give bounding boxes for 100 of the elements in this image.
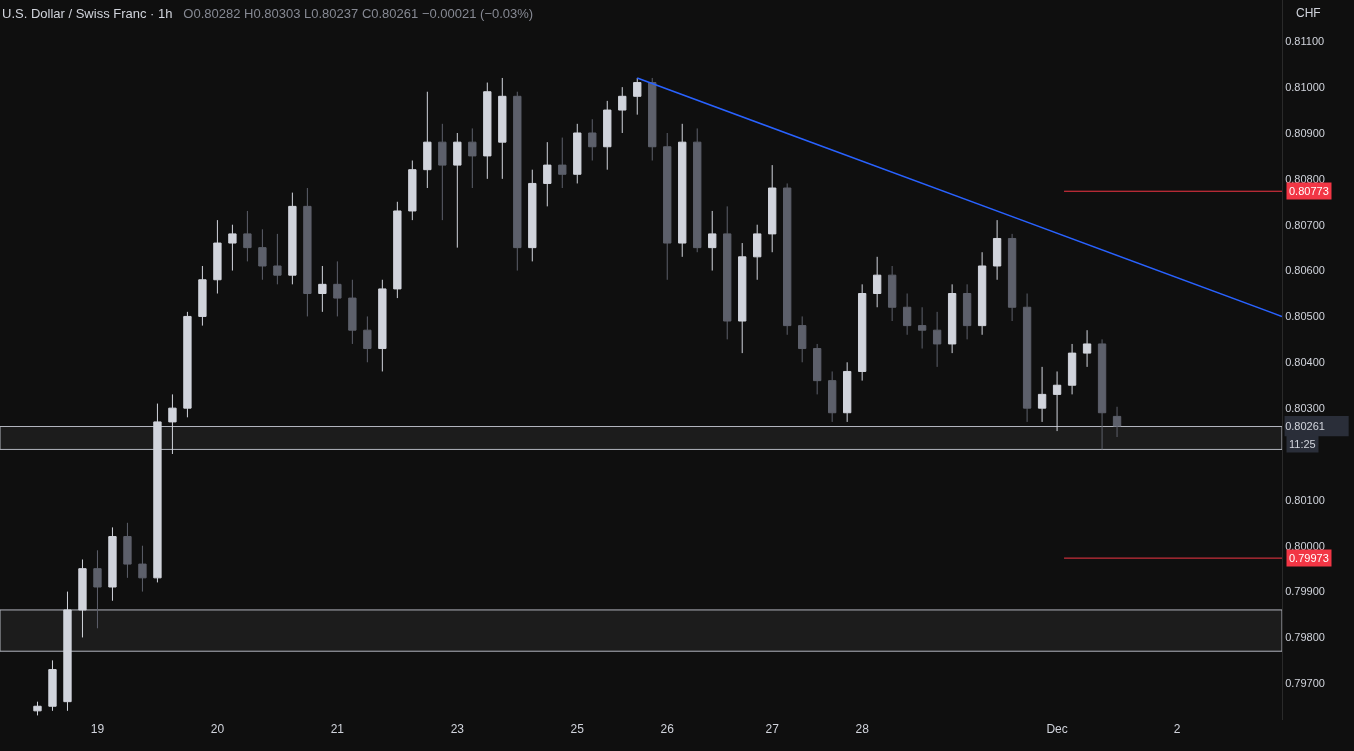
y-tick-label: 0.80300 bbox=[1285, 402, 1325, 414]
candlestick bbox=[273, 233, 282, 285]
candlestick bbox=[258, 228, 267, 281]
candlestick bbox=[153, 403, 162, 583]
candlestick bbox=[1067, 343, 1077, 395]
x-tick-label: 25 bbox=[570, 722, 585, 736]
candlestick bbox=[738, 242, 747, 354]
candlestick bbox=[438, 123, 447, 221]
candlestick bbox=[618, 86, 627, 134]
text: U.S. Dollar / Swiss Franc · 1h bbox=[2, 6, 173, 21]
candlestick bbox=[78, 558, 87, 638]
candlestick bbox=[1097, 338, 1107, 450]
y-tick-label: 0.79700 bbox=[1285, 677, 1325, 690]
candlestick bbox=[183, 311, 192, 418]
candlestick bbox=[363, 315, 372, 363]
candlestick bbox=[887, 265, 897, 322]
candlestick bbox=[333, 260, 342, 317]
candlestick bbox=[93, 549, 102, 629]
candlestick bbox=[1082, 329, 1092, 368]
candlestick bbox=[753, 224, 762, 281]
candlestick bbox=[992, 219, 1002, 281]
candlestick bbox=[768, 164, 777, 253]
candlestick bbox=[813, 343, 822, 395]
candlestick bbox=[108, 526, 117, 602]
candlestick bbox=[723, 205, 732, 340]
candlestick bbox=[798, 315, 807, 363]
candlestick bbox=[423, 91, 432, 189]
candlestick bbox=[693, 127, 702, 253]
candlestick bbox=[977, 251, 987, 336]
candlestick bbox=[558, 137, 567, 189]
candlestick bbox=[48, 659, 57, 712]
candlestick bbox=[917, 306, 927, 350]
candlestick bbox=[408, 160, 417, 221]
candlestick bbox=[1007, 233, 1017, 322]
x-tick-label: 26 bbox=[660, 722, 675, 736]
y-tick-label: 0.79800 bbox=[1285, 631, 1325, 644]
candlestick bbox=[288, 192, 297, 285]
y-tick-label: 0.80900 bbox=[1285, 126, 1325, 139]
x-tick-label: 2 bbox=[1173, 722, 1181, 736]
candlestick bbox=[872, 256, 882, 308]
candlestick bbox=[1052, 370, 1062, 432]
y-tick-label: 0.80261 bbox=[1285, 419, 1325, 432]
x-tick-label: 27 bbox=[765, 722, 780, 736]
candlestick bbox=[528, 169, 537, 262]
candlestick bbox=[498, 77, 507, 180]
candlestick bbox=[708, 210, 717, 272]
candlestick bbox=[378, 279, 387, 372]
candlestick bbox=[1112, 406, 1122, 438]
x-tick-label: 20 bbox=[210, 722, 225, 736]
y-tick-label: 0.80400 bbox=[1285, 356, 1325, 369]
candlestick bbox=[348, 279, 357, 345]
candlestick bbox=[213, 219, 222, 294]
x-tick-label: Dec bbox=[1046, 722, 1068, 736]
candlestick bbox=[468, 127, 477, 189]
candlestick bbox=[648, 77, 657, 162]
x-tick-label: 19 bbox=[90, 722, 105, 736]
x-tick-label: 23 bbox=[450, 722, 465, 736]
candlestick bbox=[828, 370, 837, 423]
y-tick-label: 0.80800 bbox=[1285, 172, 1325, 185]
annotation: 11:25 bbox=[1289, 438, 1316, 450]
candlestick bbox=[483, 82, 492, 180]
candlestick bbox=[198, 265, 207, 327]
candlestick bbox=[1022, 293, 1032, 423]
candlestick bbox=[663, 132, 672, 281]
candlestick bbox=[453, 132, 462, 249]
candlestick bbox=[318, 265, 327, 313]
text: O0.80282 H0.80303 L0.80237 C0.80261 −0.00021 (−0.03%) bbox=[183, 6, 534, 21]
candlestick bbox=[588, 118, 597, 162]
candlestick bbox=[678, 123, 687, 258]
candlestick bbox=[857, 283, 867, 382]
ref-line-label: 0.79973 bbox=[1289, 552, 1329, 564]
candlestick bbox=[138, 545, 147, 593]
y-tick-label: 0.80100 bbox=[1285, 493, 1325, 506]
candlestick bbox=[573, 123, 582, 184]
candlestick bbox=[168, 393, 177, 455]
candlestick bbox=[513, 91, 522, 272]
y-tick-label: 0.81000 bbox=[1285, 80, 1325, 93]
candlestick bbox=[243, 210, 252, 262]
x-tick-label: 21 bbox=[330, 722, 345, 736]
candlestick bbox=[63, 591, 72, 712]
candlestick bbox=[1037, 366, 1047, 423]
y-tick-label: 0.81100 bbox=[1285, 35, 1325, 48]
candlestick bbox=[393, 201, 402, 299]
candlestick bbox=[603, 100, 612, 171]
x-tick-label: 28 bbox=[855, 722, 870, 736]
candlestick bbox=[33, 701, 42, 716]
candlestick bbox=[962, 283, 972, 340]
candlestick bbox=[303, 187, 312, 317]
y-tick-label: 0.80000 bbox=[1285, 539, 1325, 552]
y-tick-label: 0.80500 bbox=[1285, 310, 1325, 323]
candlestick bbox=[543, 141, 552, 207]
candlestick bbox=[123, 522, 132, 579]
y-tick-label: 0.79900 bbox=[1285, 585, 1325, 598]
y-tick-label: 0.80600 bbox=[1285, 264, 1325, 277]
y-tick-label: 0.80700 bbox=[1285, 218, 1325, 231]
candlestick bbox=[783, 182, 792, 336]
candlestick bbox=[633, 77, 642, 116]
ref-line-label: 0.80773 bbox=[1289, 185, 1329, 197]
candlestick bbox=[902, 293, 912, 336]
candlestick bbox=[843, 361, 852, 423]
